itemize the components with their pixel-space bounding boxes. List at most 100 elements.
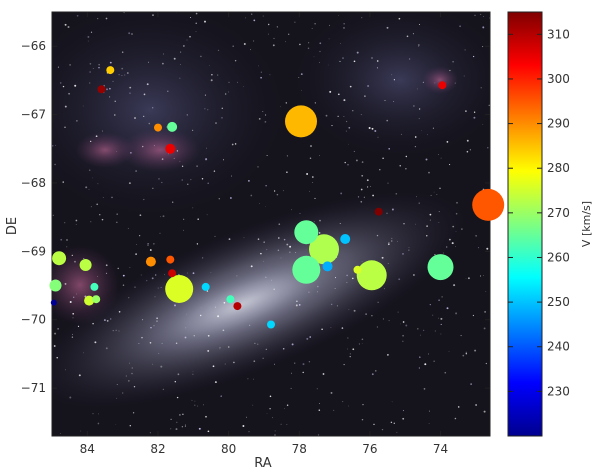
- star-dot: [204, 94, 206, 96]
- star-dot: [387, 263, 389, 264]
- star-dot: [83, 258, 85, 260]
- star-dot: [371, 373, 374, 376]
- star-dot: [422, 81, 425, 84]
- data-point: [168, 269, 177, 278]
- star-dot: [478, 247, 480, 249]
- data-point: [309, 234, 339, 265]
- star-dot: [66, 239, 68, 241]
- star-dot: [402, 417, 405, 420]
- star-dot: [69, 64, 71, 66]
- star-dot: [135, 253, 137, 255]
- star-dot: [101, 218, 104, 221]
- star-dot: [347, 348, 348, 350]
- star-dot: [397, 311, 399, 313]
- x-tick-label: 78: [292, 442, 307, 456]
- star-dot: [319, 402, 321, 404]
- star-dot: [213, 170, 216, 172]
- star-dot: [184, 425, 186, 427]
- star-dot: [395, 193, 398, 195]
- star-dot: [223, 301, 226, 304]
- star-dot: [484, 311, 486, 313]
- star-dot: [96, 203, 99, 206]
- star-dot: [483, 327, 486, 330]
- star-dot: [262, 357, 264, 359]
- star-dot: [195, 22, 197, 24]
- star-dot: [172, 201, 174, 203]
- star-dot: [300, 90, 302, 91]
- star-dot: [89, 71, 91, 73]
- star-dot: [291, 372, 292, 374]
- data-point: [50, 299, 57, 306]
- star-dot: [242, 425, 245, 427]
- star-dot: [90, 221, 92, 223]
- star-dot: [331, 125, 333, 127]
- star-dot: [164, 274, 165, 276]
- star-dot: [318, 232, 321, 234]
- star-dot: [179, 64, 181, 65]
- star-dot: [387, 354, 389, 356]
- star-dot: [176, 396, 179, 399]
- star-dot: [313, 221, 315, 223]
- star-dot: [436, 193, 438, 195]
- star-dot: [95, 135, 98, 138]
- star-dot: [160, 216, 161, 218]
- star-dot: [273, 288, 275, 291]
- star-dot: [465, 278, 467, 280]
- star-dot: [199, 314, 202, 317]
- star-dot: [168, 153, 170, 155]
- star-dot: [76, 14, 79, 17]
- x-tick-label: 82: [150, 442, 165, 456]
- star-dot: [360, 188, 363, 191]
- star-dot: [90, 31, 93, 33]
- star-dot: [121, 67, 124, 70]
- star-dot: [192, 129, 194, 131]
- star-dot: [85, 186, 88, 189]
- data-point: [294, 220, 319, 245]
- star-dot: [402, 340, 404, 342]
- star-dot: [311, 176, 314, 178]
- star-dot: [274, 363, 275, 365]
- y-tick-label: −70: [21, 313, 46, 327]
- star-dot: [147, 243, 149, 245]
- star-dot: [89, 82, 91, 84]
- star-dot: [391, 401, 393, 403]
- star-dot: [98, 64, 100, 66]
- star-dot: [62, 181, 64, 183]
- star-dot: [97, 276, 99, 277]
- star-dot: [158, 353, 160, 354]
- star-dot: [318, 409, 321, 411]
- star-dot: [122, 392, 124, 394]
- y-axis-ticks: −66 −67 −68 −69 −70 −71: [21, 39, 490, 395]
- star-dot: [64, 126, 66, 128]
- star-dot: [207, 334, 210, 337]
- x-tick-label: 80: [221, 442, 236, 456]
- star-dot: [417, 44, 420, 46]
- data-point: [226, 295, 235, 304]
- star-dot: [353, 309, 356, 312]
- data-point: [79, 259, 92, 271]
- sky-background-image: [52, 12, 490, 436]
- star-dot: [440, 317, 443, 320]
- star-dot: [415, 223, 416, 225]
- star-dot: [465, 351, 467, 353]
- star-dot: [381, 256, 384, 259]
- star-dot: [210, 79, 213, 82]
- colorbar-tick-label: 270: [547, 206, 570, 220]
- star-dot: [429, 304, 431, 306]
- star-dot: [162, 215, 165, 218]
- data-point: [427, 254, 454, 281]
- star-dot: [153, 325, 155, 327]
- star-dot: [60, 433, 61, 434]
- star-dot: [391, 240, 393, 242]
- star-dot: [308, 361, 311, 363]
- y-tick-label: −71: [21, 381, 46, 395]
- star-dot: [133, 386, 136, 388]
- data-point: [49, 279, 62, 292]
- star-dot: [97, 422, 100, 425]
- star-dot: [402, 253, 404, 255]
- star-dot: [149, 432, 151, 434]
- star-dot: [161, 158, 164, 160]
- star-dot: [265, 185, 267, 187]
- star-dot: [333, 409, 335, 411]
- star-dot: [187, 272, 189, 274]
